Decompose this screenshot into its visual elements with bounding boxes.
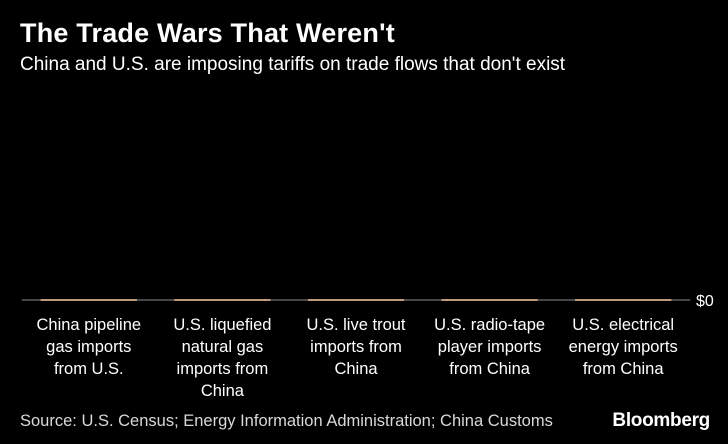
x-category-label-1: U.S. liquefied natural gas imports from Chi…	[173, 316, 271, 400]
chart-subtitle: China and U.S. are imposing tariffs on t…	[20, 54, 566, 75]
chart-title: The Trade Wars That Weren't	[20, 18, 395, 48]
x-category-labels: China pipeline gas imports from U.S. U.S. l…	[37, 316, 678, 400]
y-tick-label-0: $0	[696, 293, 714, 310]
bloomberg-logo: Bloomberg	[612, 410, 710, 431]
x-category-label-4: U.S. electrical energy imports from China	[569, 316, 678, 378]
x-category-label-2: U.S. live trout imports from China	[306, 316, 405, 378]
x-category-label-3: U.S. radio-tape player imports from China	[434, 316, 545, 378]
x-category-label-0: China pipeline gas imports from U.S.	[37, 316, 142, 378]
y-tick-labels: $0	[696, 293, 714, 310]
source-note: Source: U.S. Census; Energy Information …	[20, 412, 553, 430]
